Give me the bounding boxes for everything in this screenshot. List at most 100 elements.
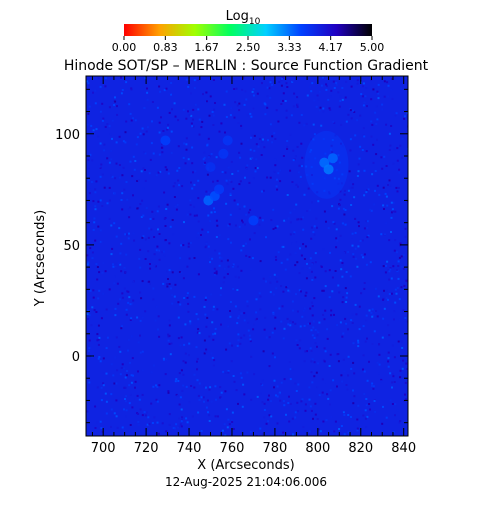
noise-pixel	[315, 217, 318, 220]
noise-pixel	[332, 120, 335, 123]
noise-pixel	[230, 160, 233, 163]
noise-pixel	[178, 372, 181, 375]
noise-pixel	[317, 362, 319, 365]
noise-pixel	[398, 298, 401, 301]
noise-pixel	[137, 179, 140, 181]
noise-pixel	[170, 152, 173, 154]
noise-pixel	[133, 239, 136, 242]
noise-pixel	[180, 369, 183, 372]
noise-pixel	[105, 308, 108, 311]
noise-pixel	[151, 120, 153, 123]
noise-pixel	[276, 385, 279, 388]
noise-pixel	[148, 172, 151, 175]
noise-pixel	[93, 217, 96, 220]
noise-pixel	[300, 254, 303, 257]
noise-pixel	[387, 351, 390, 354]
noise-pixel	[227, 224, 230, 227]
colorbar	[124, 24, 372, 36]
noise-pixel	[274, 226, 277, 229]
noise-pixel	[207, 411, 209, 414]
noise-pixel	[127, 339, 130, 341]
noise-pixel	[319, 430, 322, 433]
noise-pixel	[236, 265, 239, 268]
noise-pixel	[88, 105, 91, 108]
noise-pixel	[124, 386, 127, 389]
noise-pixel	[386, 204, 389, 207]
noise-pixel	[356, 427, 359, 430]
noise-pixel	[306, 350, 308, 353]
noise-pixel	[370, 120, 373, 123]
noise-pixel	[289, 402, 292, 405]
noise-pixel	[390, 292, 393, 295]
noise-pixel	[298, 289, 301, 292]
noise-pixel	[142, 187, 145, 190]
noise-pixel	[326, 85, 328, 88]
noise-pixel	[198, 398, 201, 401]
noise-pixel	[237, 402, 239, 405]
noise-pixel	[258, 223, 261, 226]
noise-pixel	[106, 202, 109, 205]
noise-pixel	[101, 173, 104, 176]
noise-pixel	[118, 164, 121, 166]
noise-pixel	[112, 374, 115, 377]
noise-pixel	[88, 347, 91, 350]
noise-pixel	[89, 153, 92, 156]
noise-pixel	[240, 336, 243, 339]
noise-pixel	[369, 208, 372, 211]
noise-pixel	[186, 292, 189, 295]
noise-pixel	[245, 167, 248, 170]
noise-pixel	[264, 316, 267, 319]
noise-pixel	[297, 185, 299, 188]
noise-pixel	[404, 115, 406, 118]
noise-pixel	[301, 296, 304, 299]
noise-pixel	[405, 362, 408, 365]
noise-pixel	[212, 114, 215, 117]
noise-pixel	[349, 275, 352, 278]
noise-pixel	[103, 143, 106, 146]
noise-pixel	[314, 413, 317, 416]
noise-pixel	[335, 82, 338, 84]
noise-pixel	[213, 359, 216, 362]
noise-pixel	[244, 90, 247, 93]
noise-pixel	[144, 258, 147, 260]
noise-pixel	[124, 233, 127, 236]
noise-pixel	[185, 143, 188, 146]
noise-pixel	[388, 293, 391, 295]
noise-pixel	[99, 360, 102, 363]
noise-pixel	[359, 239, 362, 242]
noise-pixel	[197, 78, 199, 81]
noise-pixel	[223, 423, 226, 426]
noise-pixel	[258, 292, 261, 295]
noise-pixel	[211, 110, 214, 113]
noise-pixel	[182, 384, 185, 387]
noise-pixel	[164, 200, 167, 203]
noise-pixel	[342, 296, 345, 299]
noise-pixel	[152, 287, 155, 290]
noise-pixel	[244, 314, 247, 317]
noise-pixel	[302, 309, 305, 312]
noise-pixel	[251, 157, 254, 159]
noise-pixel	[129, 393, 132, 396]
noise-pixel	[306, 94, 309, 97]
noise-pixel	[340, 268, 343, 271]
noise-pixel	[118, 345, 121, 348]
noise-pixel	[365, 314, 368, 317]
noise-pixel	[123, 408, 125, 411]
noise-pixel	[253, 373, 256, 376]
noise-pixel	[125, 81, 128, 84]
noise-pixel	[289, 378, 292, 381]
noise-pixel	[249, 340, 252, 343]
noise-pixel	[153, 264, 156, 267]
noise-pixel	[342, 222, 345, 225]
noise-pixel	[375, 105, 378, 108]
noise-pixel	[111, 175, 114, 178]
noise-pixel	[393, 310, 396, 313]
noise-pixel	[137, 341, 140, 344]
noise-pixel	[214, 249, 217, 252]
noise-pixel	[138, 398, 141, 401]
noise-pixel	[331, 276, 334, 279]
noise-pixel	[229, 172, 232, 175]
noise-pixel	[243, 312, 246, 315]
noise-pixel	[238, 315, 241, 318]
noise-pixel	[306, 262, 308, 265]
